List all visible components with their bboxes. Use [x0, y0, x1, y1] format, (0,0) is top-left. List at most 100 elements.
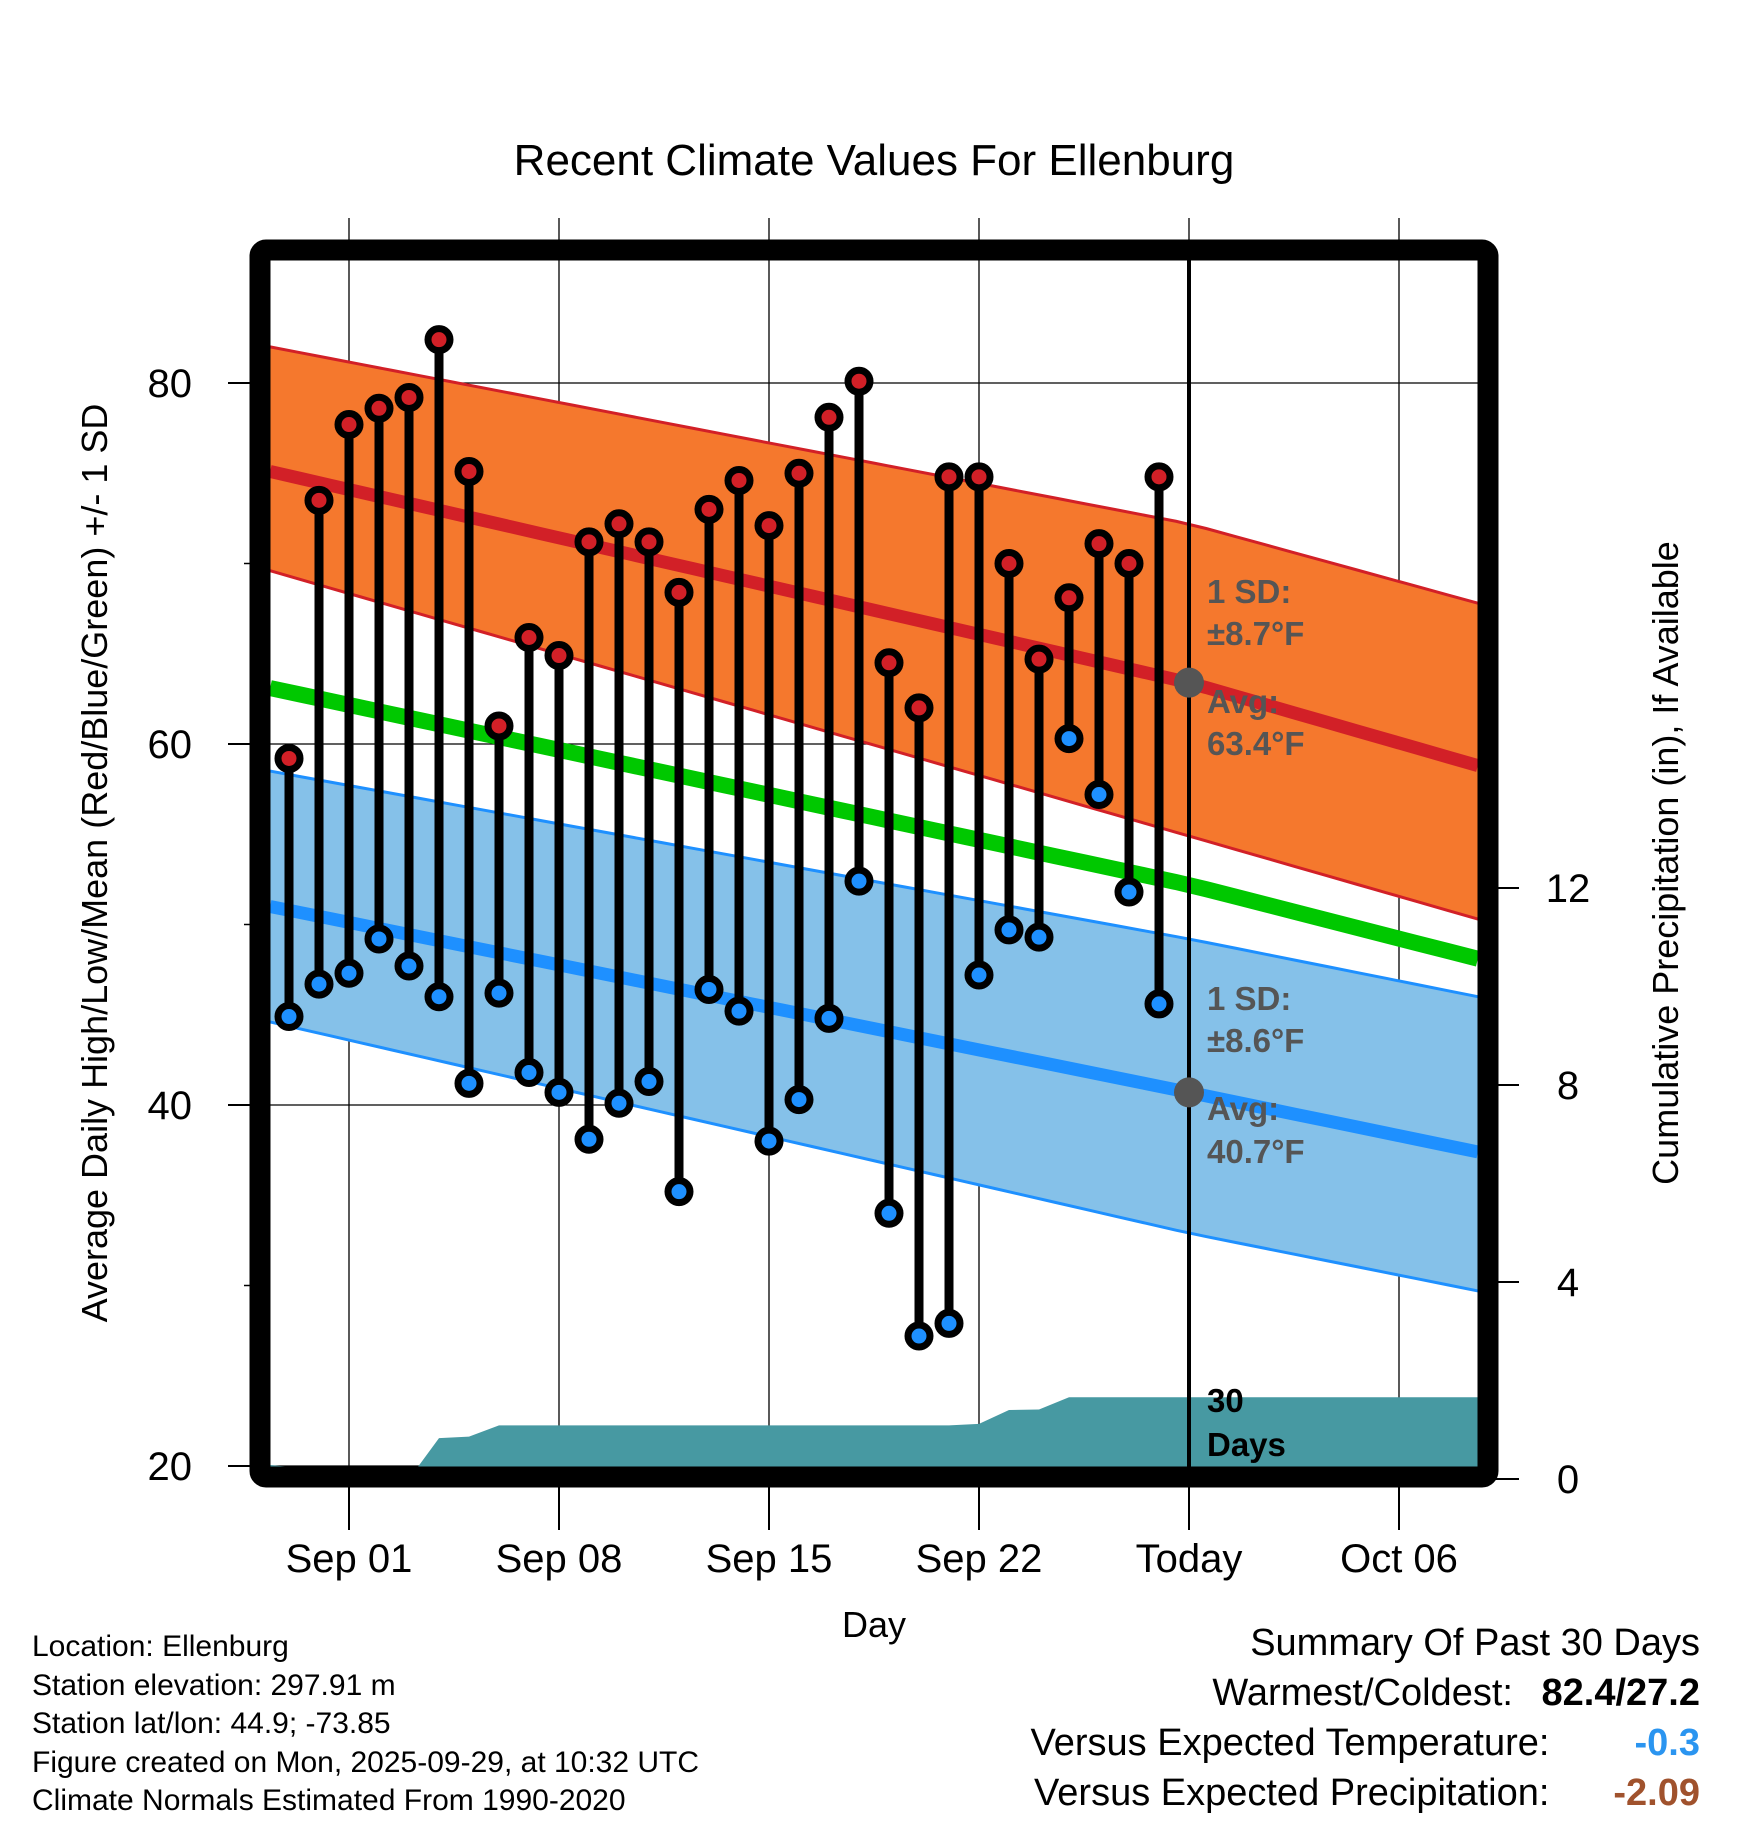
- day-range: [964, 462, 994, 990]
- high-point: [874, 648, 904, 678]
- high-sd-value: ±8.7°F: [1207, 615, 1304, 652]
- low-point: [994, 915, 1024, 945]
- y2-tick-label: 0: [1557, 1458, 1579, 1502]
- day-range: [514, 623, 544, 1088]
- high-point: [904, 693, 934, 723]
- x-tick-label: Sep 08: [496, 1537, 623, 1581]
- high-point: [604, 509, 634, 539]
- low-point: [874, 1198, 904, 1228]
- high-avg-label: Avg:: [1207, 683, 1279, 720]
- latlon-text: Station lat/lon: 44.9; -73.85: [32, 1707, 391, 1740]
- elevation-text: Station elevation: 297.91 m: [32, 1668, 396, 1702]
- high-point: [664, 577, 694, 607]
- day-range: [664, 577, 694, 1207]
- high-point: [274, 743, 304, 773]
- day-range: [364, 393, 394, 954]
- low-sd-value: ±8.6°F: [1207, 1022, 1304, 1059]
- high-point: [514, 623, 544, 653]
- warmest-value: 82.4/27.2: [1541, 1672, 1700, 1714]
- day-range: [1114, 549, 1144, 907]
- day-range: [1054, 583, 1084, 754]
- day-range: [754, 511, 784, 1156]
- high-point: [754, 511, 784, 541]
- low-point: [904, 1321, 934, 1351]
- high-point: [424, 325, 454, 355]
- high-point: [574, 527, 604, 557]
- summary-title: Summary Of Past 30 Days: [1250, 1622, 1700, 1664]
- y2-tick-label: 8: [1557, 1064, 1579, 1108]
- created-text: Figure created on Mon, 2025-09-29, at 10…: [32, 1745, 700, 1779]
- high-point: [544, 641, 574, 671]
- day-range: [784, 458, 814, 1115]
- plot-frame: [249, 239, 1499, 1488]
- low-point: [544, 1077, 574, 1107]
- day-range: [1024, 644, 1054, 952]
- low-avg-marker: [1174, 1077, 1204, 1108]
- low-point: [1084, 780, 1114, 810]
- low-point: [304, 969, 334, 999]
- low-point: [634, 1067, 664, 1097]
- day-range: [274, 743, 304, 1032]
- normals-text: Climate Normals Estimated From 1990-2020: [32, 1784, 626, 1817]
- day-range: [1084, 529, 1114, 810]
- high-point: [814, 402, 844, 432]
- high-point: [454, 456, 484, 486]
- low-point: [334, 958, 364, 988]
- annotations: 1 SD: ±8.7°F Avg: 63.4°F 1 SD: ±8.6°F Avg: 40.7…: [1207, 573, 1305, 1463]
- chart-title: Recent Climate Values For Ellenburg: [514, 136, 1235, 185]
- x-tick-label: Oct 06: [1340, 1537, 1458, 1581]
- high-avg-marker: [1174, 667, 1204, 698]
- warmest-label: Warmest/Coldest:: [1212, 1672, 1513, 1714]
- temp-value: -0.3: [1634, 1722, 1700, 1764]
- high-point: [634, 527, 664, 557]
- day-range: [424, 325, 454, 1012]
- low-avg-value: 40.7°F: [1207, 1133, 1305, 1170]
- low-point: [694, 974, 724, 1004]
- y-tick-label: 20: [148, 1445, 193, 1489]
- precip-value: -2.09: [1613, 1772, 1700, 1814]
- high-avg-value: 63.4°F: [1207, 725, 1305, 762]
- day-range: [694, 494, 724, 1004]
- low-point: [814, 1003, 844, 1033]
- day-range: [1144, 462, 1174, 1019]
- low-point: [784, 1085, 814, 1115]
- low-point: [1144, 989, 1174, 1019]
- day-range: [934, 462, 964, 1338]
- y2-tick-label: 4: [1557, 1261, 1579, 1305]
- day-range: [814, 402, 844, 1033]
- high-point: [394, 382, 424, 412]
- high-point: [1024, 644, 1054, 674]
- day-range: [544, 641, 574, 1107]
- low-point: [424, 982, 454, 1012]
- low-point: [484, 978, 514, 1008]
- low-sd-label: 1 SD:: [1207, 980, 1291, 1017]
- daily-range-stems: [274, 325, 1174, 1351]
- summary-precip-row: Versus Expected Precipitation: -2.09: [1031, 1768, 1700, 1818]
- low-avg-label: Avg:: [1207, 1090, 1279, 1127]
- high-point: [694, 494, 724, 524]
- low-point: [274, 1002, 304, 1032]
- precip-label: Versus Expected Precipitation:: [1034, 1772, 1550, 1814]
- high-point: [964, 462, 994, 492]
- low-point: [724, 996, 754, 1026]
- high-sd-band: [270, 346, 1478, 920]
- day-range: [574, 527, 604, 1154]
- axes: 20 40 60 80 0 4 8 12 Sep 01 Sep 08 Sep 15 Sep 22 Tod…: [148, 362, 1591, 1581]
- low-point: [514, 1058, 544, 1088]
- summary-panel: Summary Of Past 30 Days Warmest/Coldest:…: [1031, 1618, 1700, 1818]
- high-point: [1054, 583, 1084, 613]
- x-axis-label: Day: [842, 1604, 906, 1645]
- low-point: [664, 1177, 694, 1207]
- station-info: Location: Ellenburg Station elevation: 2…: [32, 1628, 699, 1821]
- low-point: [364, 924, 394, 954]
- frame-border: [249, 239, 1499, 1488]
- y-axis-label: Average Daily High/Low/Mean (Red/Blue/Gr…: [74, 404, 115, 1323]
- precipitation-fill: [270, 1397, 1478, 1479]
- day-range: [334, 410, 364, 988]
- high-point: [934, 462, 964, 492]
- day-range: [394, 382, 424, 981]
- low-point: [1114, 877, 1144, 907]
- day-range: [634, 527, 664, 1097]
- y-tick-label: 80: [148, 362, 193, 406]
